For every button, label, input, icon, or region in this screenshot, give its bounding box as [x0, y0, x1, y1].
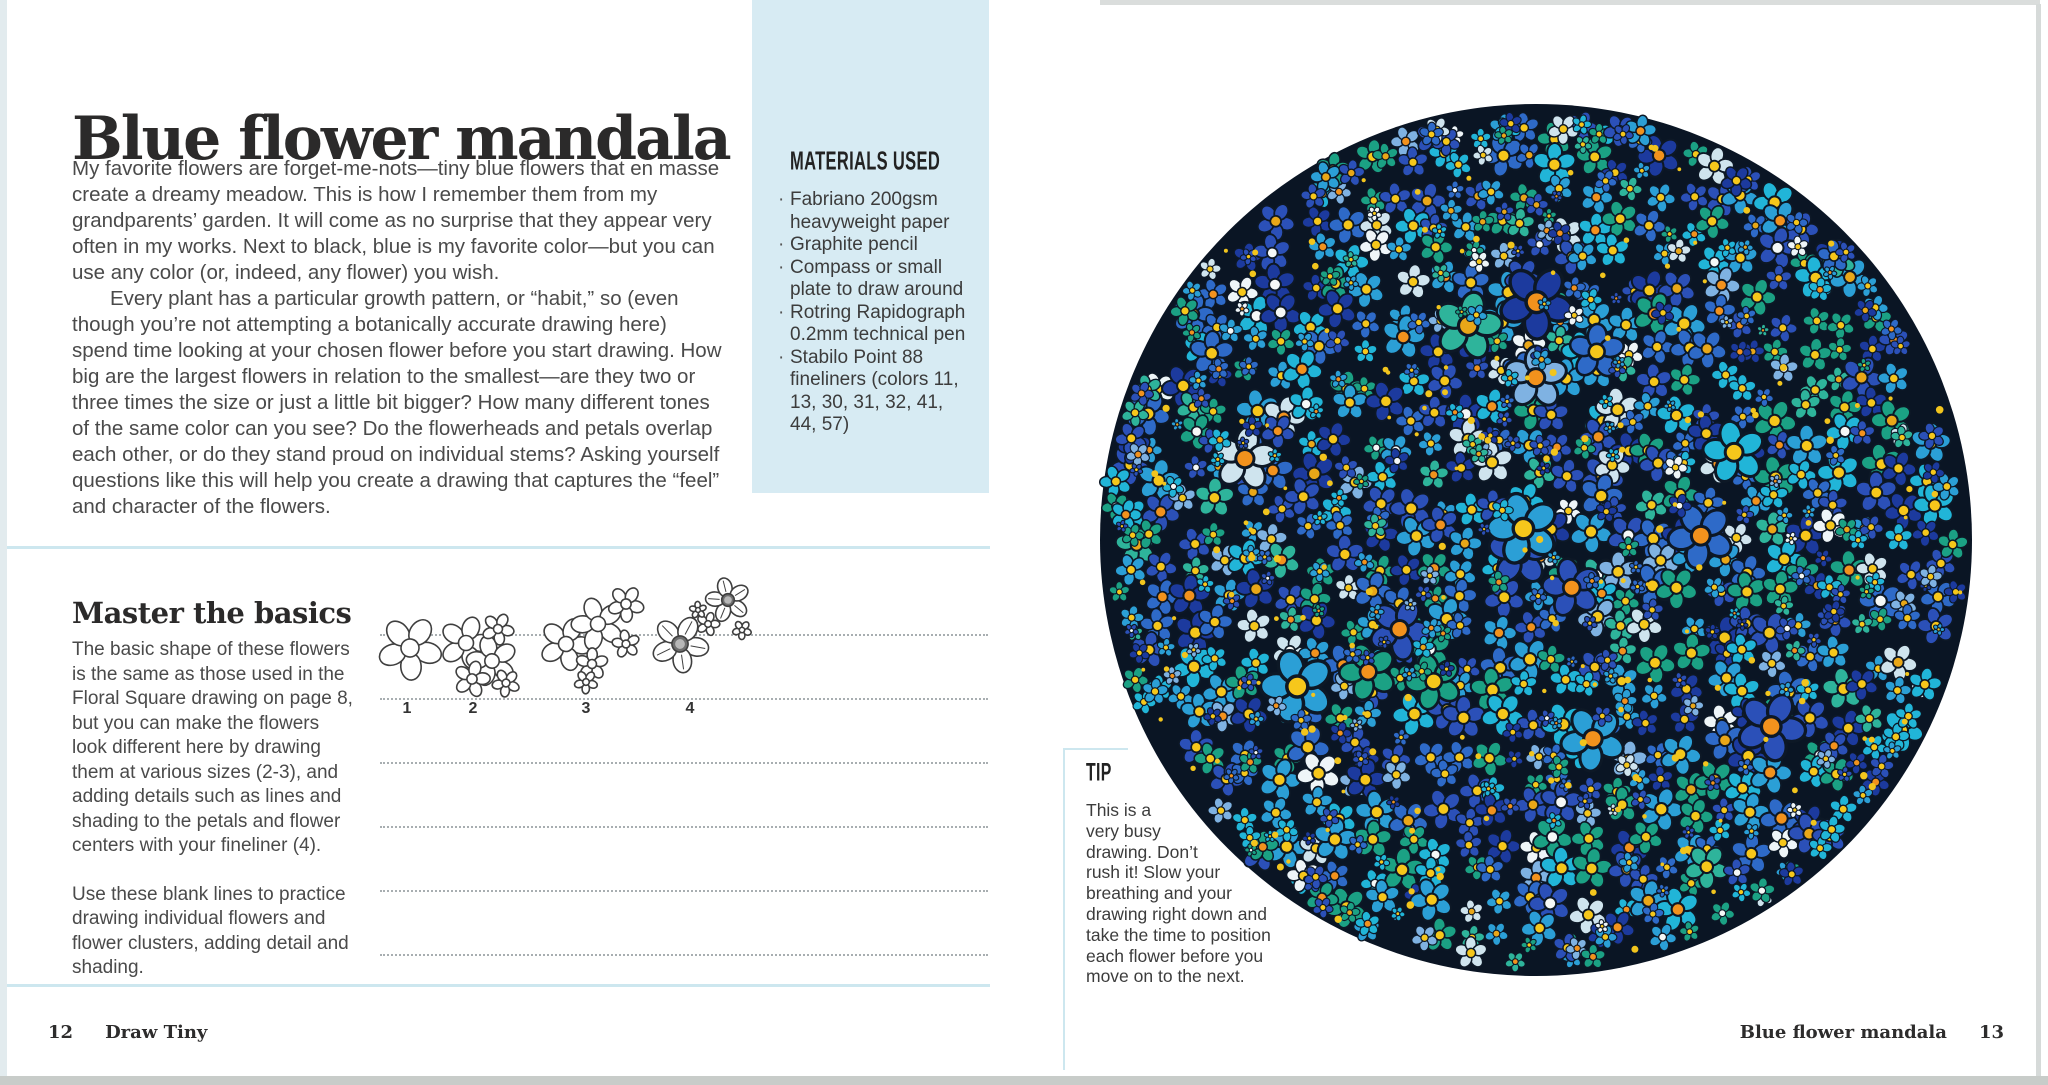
bullet: ·: [778, 256, 785, 278]
step-label-3: 3: [581, 700, 591, 717]
practice-line: [380, 890, 988, 892]
list-item: · Compass or small plate to draw around: [778, 257, 971, 302]
right-footer: Blue flower mandala 13: [1740, 1022, 2004, 1043]
practice-line: [380, 826, 988, 828]
page-number: 12: [48, 1022, 74, 1043]
step-label-2: 2: [468, 700, 478, 717]
left-footer: 12 Draw Tiny: [48, 1022, 207, 1043]
practice-line: [380, 762, 988, 764]
tip-line: move on to the next.: [1086, 966, 1245, 987]
tip-line: drawing. Don’t: [1086, 841, 1198, 862]
intro-paragraph-1: My favorite flowers are forget-me-nots—t…: [72, 157, 720, 284]
materials-list: · Fabriano 200gsm heavyweight paper · Grap…: [778, 189, 971, 437]
bullet: ·: [778, 189, 785, 210]
list-item: · Stabilo Point 88 fineliners (colors 11,…: [778, 347, 971, 437]
blue-flower-mandala-illustration: [1098, 104, 1972, 976]
list-item: · Rotring Rapidograph 0.2mm technical pen: [778, 302, 971, 347]
page-edge-left: [0, 0, 7, 1085]
tip-line: each flower before you: [1086, 945, 1264, 966]
tip-text: This is a very busy drawing. Don’t rush …: [1086, 800, 1316, 987]
intro-text: My favorite flowers are forget-me-nots—t…: [72, 156, 724, 520]
page-edge-top: [1100, 0, 2040, 5]
materials-item-text: Rotring Rapidograph 0.2mm technical pen: [790, 301, 966, 346]
practice-line: [380, 954, 988, 956]
book-title: Draw Tiny: [105, 1022, 208, 1043]
tip-box: TIP This is a very busy drawing. Don’t r…: [1086, 758, 1316, 987]
page-edge-right: [2036, 4, 2041, 1076]
tip-line: This is a: [1086, 800, 1152, 820]
tip-line: breathing and your: [1086, 883, 1232, 904]
tip-bracket-vertical: [1063, 748, 1065, 1070]
tip-line: take the time to position: [1086, 924, 1271, 945]
page-title: Blue flower mandala: [72, 104, 732, 175]
materials-item-text: Compass or small plate to draw around: [790, 256, 964, 301]
flower-sketch-steps: [378, 577, 752, 698]
step-label-1: 1: [402, 700, 412, 717]
basics-paragraph-1: The basic shape of these flowers is the …: [72, 639, 353, 856]
basics-paragraph-2: Use these blank lines to practice drawin…: [72, 883, 349, 979]
materials-item-text: Stabilo Point 88 fineliners (colors 11, …: [790, 346, 959, 436]
page-edge-bottom: [0, 1076, 2048, 1085]
materials-item-text: Graphite pencil: [790, 234, 918, 255]
chapter-title: Blue flower mandala: [1739, 1022, 1947, 1043]
materials-used-box: MATERIALS USED · Fabriano 200gsm heavywei…: [752, 0, 989, 493]
intro-paragraph-2: Every plant has a particular growth patt…: [72, 287, 722, 518]
tip-bracket-horizontal: [1063, 748, 1128, 750]
section-divider: [0, 546, 990, 549]
master-basics-text: The basic shape of these flowers is the …: [72, 638, 354, 1005]
materials-item-text: Fabriano 200gsm heavyweight paper: [790, 189, 950, 233]
footer-divider: [0, 984, 990, 987]
master-basics-heading: Master the basics: [72, 596, 352, 631]
tip-line: very busy: [1086, 820, 1161, 841]
tip-heading: TIP: [1086, 758, 1112, 787]
step-label-4: 4: [685, 700, 695, 717]
bullet: ·: [778, 346, 785, 368]
page-number: 13: [1978, 1022, 2004, 1043]
tip-line: rush it! Slow your: [1086, 862, 1221, 883]
practice-line: [380, 698, 988, 700]
tip-line: drawing right down and: [1086, 903, 1267, 924]
list-item: · Fabriano 200gsm heavyweight paper: [778, 189, 971, 234]
bullet: ·: [778, 301, 785, 323]
bullet: ·: [778, 234, 785, 255]
list-item: · Graphite pencil: [778, 234, 971, 257]
materials-heading: MATERIALS USED: [790, 146, 941, 176]
